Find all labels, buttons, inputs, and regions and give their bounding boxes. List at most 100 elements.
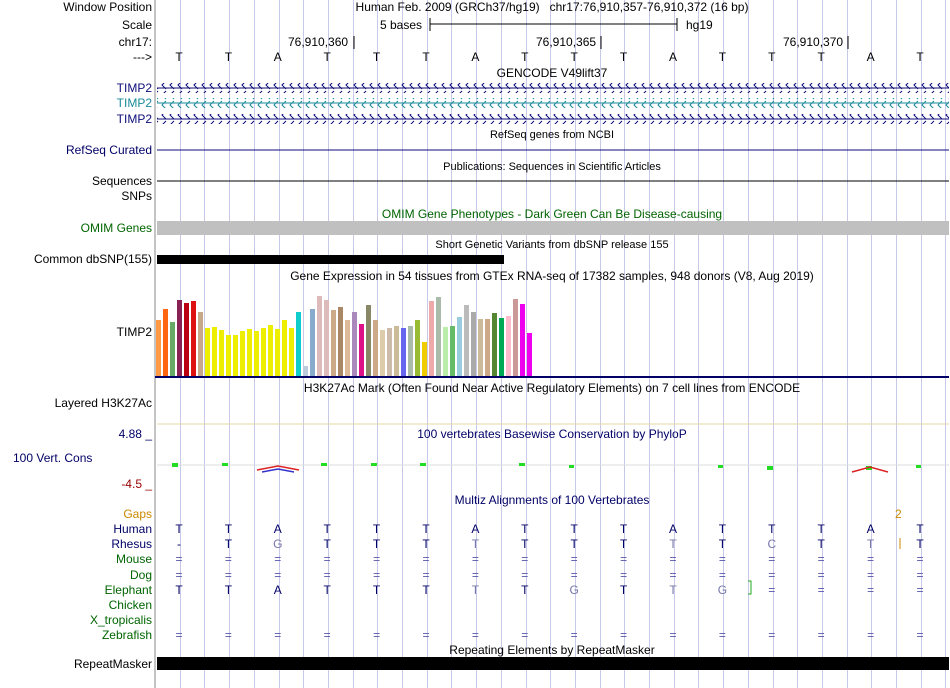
gtex-bar-chart[interactable] bbox=[156, 296, 532, 376]
species-label[interactable]: Human bbox=[113, 522, 152, 536]
species-label[interactable]: Chicken bbox=[108, 598, 152, 612]
refseq-track-label[interactable]: RefSeq Curated bbox=[65, 143, 152, 157]
gencode-transcript-3[interactable] bbox=[157, 114, 949, 124]
gtex-tissue-bar[interactable] bbox=[506, 316, 511, 376]
gtex-tissue-bar[interactable] bbox=[450, 326, 455, 376]
gtex-tissue-bar[interactable] bbox=[457, 317, 462, 376]
gencode-gene-label[interactable]: TIMP2 bbox=[116, 96, 152, 110]
omim-gene-bar[interactable] bbox=[157, 221, 949, 235]
gtex-tissue-bar[interactable] bbox=[212, 327, 217, 376]
aligned-base: T bbox=[224, 522, 233, 536]
gtex-tissue-bar[interactable] bbox=[436, 297, 441, 376]
gtex-tissue-bar[interactable] bbox=[366, 305, 371, 376]
gtex-tissue-bar[interactable] bbox=[359, 324, 364, 376]
gtex-tissue-bar[interactable] bbox=[492, 313, 497, 376]
refseq-track-title[interactable]: RefSeq genes from NCBI bbox=[489, 129, 615, 141]
gtex-tissue-bar[interactable] bbox=[191, 301, 196, 376]
gtex-tissue-bar[interactable] bbox=[289, 328, 294, 376]
gtex-tissue-bar[interactable] bbox=[303, 366, 308, 376]
gtex-tissue-bar[interactable] bbox=[205, 328, 210, 376]
gencode-gene-label[interactable]: TIMP2 bbox=[116, 112, 152, 126]
gtex-tissue-bar[interactable] bbox=[240, 331, 245, 376]
gtex-tissue-bar[interactable] bbox=[254, 331, 259, 376]
gtex-tissue-bar[interactable] bbox=[163, 309, 168, 376]
gtex-tissue-bar[interactable] bbox=[184, 303, 189, 376]
species-label[interactable]: Zebrafish bbox=[101, 628, 152, 643]
gtex-tissue-bar[interactable] bbox=[394, 326, 399, 376]
omim-track-title[interactable]: OMIM Gene Phenotypes - Dark Green Can Be… bbox=[381, 207, 723, 221]
gtex-tissue-bar[interactable] bbox=[338, 307, 343, 376]
gtex-tissue-bar[interactable] bbox=[247, 329, 252, 376]
aligned-base: = bbox=[373, 567, 381, 582]
gtex-tissue-bar[interactable] bbox=[485, 319, 490, 376]
gtex-tissue-bar[interactable] bbox=[443, 327, 448, 376]
gtex-tissue-bar[interactable] bbox=[513, 299, 518, 376]
sequences-track-label[interactable]: Sequences bbox=[91, 174, 152, 188]
gtex-tissue-bar[interactable] bbox=[296, 312, 301, 376]
gtex-track-title[interactable]: Gene Expression in 54 tissues from GTEx … bbox=[290, 269, 814, 283]
gtex-tissue-bar[interactable] bbox=[499, 318, 504, 376]
gtex-tissue-bar[interactable] bbox=[317, 296, 322, 376]
gtex-tissue-bar[interactable] bbox=[331, 310, 336, 376]
aligned-base: - bbox=[177, 537, 181, 552]
aligned-base: = bbox=[471, 628, 479, 643]
gtex-tissue-bar[interactable] bbox=[471, 312, 476, 376]
gtex-tissue-bar[interactable] bbox=[226, 335, 231, 376]
dbsnp-track-label[interactable]: Common dbSNP(155) bbox=[33, 252, 152, 266]
aligned-base: T bbox=[619, 522, 628, 536]
gtex-gene-label[interactable]: TIMP2 bbox=[116, 325, 152, 339]
gtex-tissue-bar[interactable] bbox=[219, 330, 224, 376]
gtex-tissue-bar[interactable] bbox=[387, 328, 392, 376]
gtex-tissue-bar[interactable] bbox=[352, 312, 357, 376]
gtex-tissue-bar[interactable] bbox=[324, 300, 329, 376]
gtex-tissue-bar[interactable] bbox=[380, 330, 385, 376]
phylop-track-label[interactable]: 100 Vert. Cons bbox=[13, 451, 93, 465]
gtex-tissue-bar[interactable] bbox=[275, 329, 280, 376]
multiz-track-title[interactable]: Multiz Alignments of 100 Vertebrates bbox=[454, 493, 650, 507]
gtex-tissue-bar[interactable] bbox=[345, 320, 350, 376]
gtex-tissue-bar[interactable] bbox=[310, 309, 315, 376]
gtex-tissue-bar[interactable] bbox=[282, 320, 287, 376]
species-label[interactable]: Rhesus bbox=[111, 537, 152, 552]
gtex-tissue-bar[interactable] bbox=[401, 328, 406, 376]
gencode-gene-label[interactable]: TIMP2 bbox=[116, 81, 152, 95]
h3k27ac-track-label[interactable]: Layered H3K27Ac bbox=[54, 396, 152, 410]
repeatmasker-bar[interactable] bbox=[157, 657, 949, 670]
publications-track-title[interactable]: Publications: Sequences in Scientific Ar… bbox=[443, 161, 661, 173]
omim-track-label[interactable]: OMIM Genes bbox=[80, 221, 152, 235]
species-label[interactable]: Elephant bbox=[104, 582, 152, 597]
gencode-transcript-1[interactable] bbox=[157, 83, 949, 93]
gtex-tissue-bar[interactable] bbox=[464, 305, 469, 376]
repeatmasker-track-label[interactable]: RepeatMasker bbox=[73, 657, 152, 671]
aligned-base: = bbox=[916, 628, 924, 643]
gtex-tissue-bar[interactable] bbox=[520, 304, 525, 376]
species-label[interactable]: Dog bbox=[129, 567, 152, 582]
gtex-tissue-bar[interactable] bbox=[170, 322, 175, 376]
gtex-tissue-bar[interactable] bbox=[527, 333, 532, 376]
gtex-tissue-bar[interactable] bbox=[198, 312, 203, 376]
gtex-tissue-bar[interactable] bbox=[408, 326, 413, 376]
aligned-base: T bbox=[669, 582, 677, 597]
gtex-tissue-bar[interactable] bbox=[415, 320, 420, 376]
gencode-track-title[interactable]: GENCODE V49lift37 bbox=[496, 66, 608, 80]
gtex-tissue-bar[interactable] bbox=[478, 319, 483, 376]
gtex-tissue-bar[interactable] bbox=[373, 320, 378, 376]
snps-track-label[interactable]: SNPs bbox=[121, 189, 152, 203]
species-label[interactable]: Mouse bbox=[115, 552, 152, 567]
phylop-track-title[interactable]: 100 vertebrates Basewise Conservation by… bbox=[417, 427, 687, 441]
gtex-tissue-bar[interactable] bbox=[233, 335, 238, 376]
gtex-tissue-bar[interactable] bbox=[261, 328, 266, 376]
dbsnp-track-title[interactable]: Short Genetic Variants from dbSNP releas… bbox=[435, 239, 669, 251]
species-label[interactable]: X_tropicalis bbox=[89, 613, 152, 628]
gtex-tissue-bar[interactable] bbox=[429, 301, 434, 376]
dbsnp-variant-bar[interactable] bbox=[157, 255, 504, 264]
gtex-tissue-bar[interactable] bbox=[177, 300, 182, 376]
gencode-transcript-2[interactable] bbox=[157, 98, 949, 108]
h3k27ac-track-title[interactable]: H3K27Ac Mark (Often Found Near Active Re… bbox=[303, 381, 801, 395]
gaps-label[interactable]: Gaps bbox=[123, 507, 152, 521]
gtex-tissue-bar[interactable] bbox=[268, 325, 273, 376]
repeatmasker-track-title[interactable]: Repeating Elements by RepeatMasker bbox=[449, 643, 655, 657]
gtex-tissue-bar[interactable] bbox=[422, 342, 427, 376]
phylop-plot[interactable] bbox=[157, 463, 949, 473]
gtex-tissue-bar[interactable] bbox=[156, 320, 161, 376]
